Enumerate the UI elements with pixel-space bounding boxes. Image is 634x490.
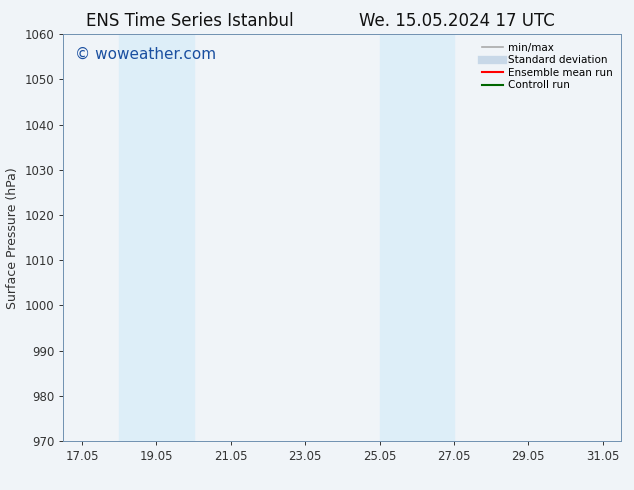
Bar: [157, 34, 193, 441]
Y-axis label: Surface Pressure (hPa): Surface Pressure (hPa): [6, 167, 19, 309]
Bar: [380, 34, 417, 441]
Bar: [417, 34, 454, 441]
Text: ENS Time Series Istanbul: ENS Time Series Istanbul: [86, 12, 294, 30]
Text: We. 15.05.2024 17 UTC: We. 15.05.2024 17 UTC: [359, 12, 554, 30]
Legend: min/max, Standard deviation, Ensemble mean run, Controll run: min/max, Standard deviation, Ensemble me…: [479, 40, 616, 94]
Text: © woweather.com: © woweather.com: [75, 47, 216, 62]
Bar: [119, 34, 157, 441]
